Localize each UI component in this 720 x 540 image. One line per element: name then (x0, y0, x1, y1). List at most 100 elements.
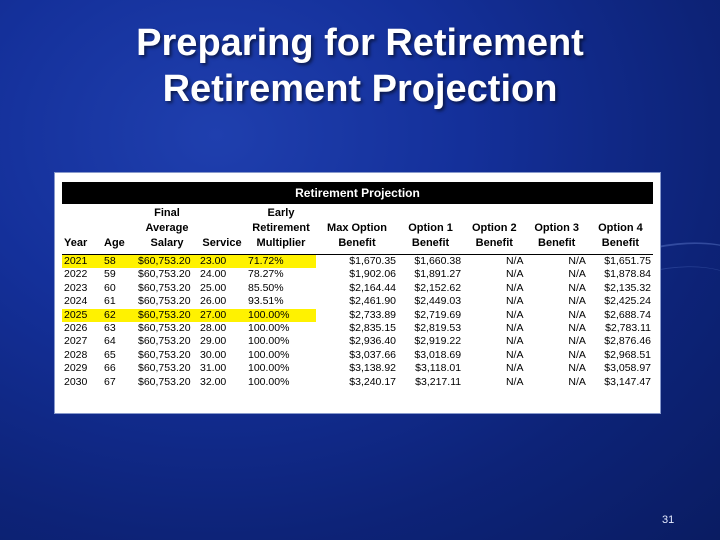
table-row: 2025 62 $60,753.20 27.00 100.00% $2,733.89 $2,… (62, 308, 653, 323)
cell-option-3-benefit: N/A (568, 308, 586, 321)
cell-option-1-benefit: $1,660.38 (414, 255, 462, 267)
column-header-option-1-benefit: Option 1 Benefit (398, 206, 464, 255)
cell-option-1-benefit: $2,449.03 (414, 295, 462, 308)
cell-option-3-benefit: N/A (568, 362, 586, 375)
cell-service: 27.00 (198, 308, 246, 323)
cell-option-2-benefit: N/A (505, 322, 524, 335)
retirement-projection-table: Year Age Final Average Salary Service Ea… (62, 206, 653, 389)
column-header-final-average-salary: Final Average Salary (136, 206, 198, 255)
cell-option-2-benefit: N/A (505, 362, 524, 375)
cell-service: 29.00 (200, 335, 227, 348)
cell-final-average-salary: $60,753.20 (138, 348, 191, 361)
cell-max-option-benefit: $3,240.17 (349, 375, 396, 388)
cell-option-2-benefit: N/A (505, 348, 524, 361)
table-row: 2027 64 $60,753.20 29.00 100.00% $2,936.40 $2,… (62, 335, 653, 348)
cell-early-retirement-multiplier: 100.00% (248, 335, 290, 348)
cell-early-retirement-multiplier: 93.51% (248, 295, 284, 308)
cell-final-average-salary: $60,753.20 (138, 295, 191, 308)
cell-service: 28.00 (200, 322, 227, 335)
cell-option-4-benefit: $2,135.32 (604, 281, 651, 294)
cell-option-3-benefit: N/A (568, 281, 586, 294)
page-number: 31 (662, 514, 675, 526)
cell-age: 61 (104, 295, 116, 308)
table-header: Retirement Projection (62, 182, 653, 204)
cell-year: 2023 (64, 281, 88, 294)
cell-option-3-benefit: N/A (568, 322, 586, 335)
table-row: 2021 58 $60,753.20 23.00 71.72% $1,670.35 $1,6… (62, 254, 653, 269)
table-row: 2023 60 $60,753.20 25.00 85.50% $2,164.44 $2,1… (62, 282, 653, 295)
cell-final-average-salary: $60,753.20 (136, 254, 198, 269)
cell-option-3-benefit: N/A (568, 268, 586, 281)
cell-max-option-benefit: $2,461.90 (349, 295, 396, 308)
cell-final-average-salary: $60,753.20 (138, 322, 191, 335)
table-row: 2022 59 $60,753.20 24.00 78.27% $1,902.06 $1,8… (62, 268, 653, 281)
column-header-option-4-benefit: Option 4 Benefit (587, 206, 653, 255)
cell-option-4-benefit: $1,651.75 (604, 255, 651, 267)
cell-max-option-benefit: $2,936.40 (349, 335, 396, 348)
cell-age: 63 (104, 322, 116, 335)
cell-option-4-benefit: $2,968.51 (604, 348, 651, 361)
column-header-option-2-benefit: Option 2 Benefit (463, 206, 526, 255)
slide-title: Preparing for Retirement Retirement Proj… (0, 20, 720, 112)
cell-max-option-benefit: $2,835.15 (349, 322, 396, 335)
column-header-option-3-benefit: Option 3 Benefit (525, 206, 588, 255)
cell-final-average-salary: $60,753.20 (138, 268, 191, 281)
cell-option-4-benefit: $2,876.46 (604, 335, 651, 348)
column-header-max-option-benefit: Max Option Benefit (316, 206, 398, 255)
cell-max-option-benefit: $2,733.89 (349, 308, 396, 321)
cell-age: 60 (104, 281, 116, 294)
cell-year: 2030 (64, 375, 88, 388)
cell-service: 24.00 (200, 268, 227, 281)
cell-option-1-benefit: $2,919.22 (414, 335, 462, 348)
cell-year: 2027 (64, 335, 88, 348)
cell-age: 58 (102, 254, 136, 269)
cell-option-3-benefit: N/A (568, 295, 586, 308)
cell-max-option-benefit: $1,902.06 (349, 268, 396, 281)
cell-early-retirement-multiplier: 71.72% (246, 254, 316, 269)
cell-service: 26.00 (200, 295, 227, 308)
cell-year: 2028 (64, 348, 88, 361)
cell-age: 62 (102, 308, 136, 323)
cell-option-2-benefit: N/A (505, 281, 524, 294)
cell-max-option-benefit: $1,670.35 (349, 255, 396, 267)
cell-option-1-benefit: $2,719.69 (414, 308, 462, 321)
cell-year: 2024 (64, 295, 88, 308)
cell-option-2-benefit: N/A (505, 255, 524, 267)
cell-early-retirement-multiplier: 100.00% (248, 362, 290, 375)
cell-option-4-benefit: $3,058.97 (604, 362, 651, 375)
cell-age: 65 (104, 348, 116, 361)
cell-final-average-salary: $60,753.20 (138, 335, 191, 348)
cell-early-retirement-multiplier: 78.27% (248, 268, 284, 281)
cell-year: 2021 (62, 254, 102, 269)
cell-option-3-benefit: N/A (568, 375, 586, 388)
cell-year: 2022 (64, 268, 88, 281)
cell-age: 66 (104, 362, 116, 375)
cell-option-1-benefit: $2,819.53 (414, 322, 462, 335)
cell-early-retirement-multiplier: 100.00% (248, 348, 290, 361)
cell-option-2-benefit: N/A (505, 335, 524, 348)
table-header-row: Year Age Final Average Salary Service Ea… (62, 206, 653, 255)
column-header-age: Age (102, 206, 136, 255)
cell-service: 32.00 (200, 375, 227, 388)
cell-final-average-salary: $60,753.20 (136, 308, 198, 323)
column-header-year: Year (62, 206, 102, 255)
cell-final-average-salary: $60,753.20 (138, 375, 191, 388)
cell-max-option-benefit: $3,138.92 (349, 362, 396, 375)
cell-option-3-benefit: N/A (568, 335, 586, 348)
cell-final-average-salary: $60,753.20 (138, 281, 191, 294)
cell-option-4-benefit: $2,783.11 (605, 322, 651, 335)
table-row: 2024 61 $60,753.20 26.00 93.51% $2,461.90 $2,4… (62, 295, 653, 308)
cell-option-4-benefit: $1,878.84 (604, 268, 651, 281)
cell-option-1-benefit: $3,118.01 (415, 362, 462, 375)
table-body: 2021 58 $60,753.20 23.00 71.72% $1,670.35 $1,6… (62, 254, 653, 390)
cell-service: 25.00 (200, 281, 227, 294)
cell-age: 59 (104, 268, 116, 281)
cell-option-3-benefit: N/A (568, 255, 586, 267)
cell-early-retirement-multiplier: 85.50% (248, 281, 284, 294)
cell-max-option-benefit: $2,164.44 (349, 281, 396, 294)
cell-early-retirement-multiplier: 100.00% (246, 308, 316, 323)
cell-option-1-benefit: $2,152.62 (414, 281, 462, 294)
cell-option-2-benefit: N/A (505, 375, 524, 388)
cell-final-average-salary: $60,753.20 (138, 362, 191, 375)
cell-year: 2029 (64, 362, 88, 375)
